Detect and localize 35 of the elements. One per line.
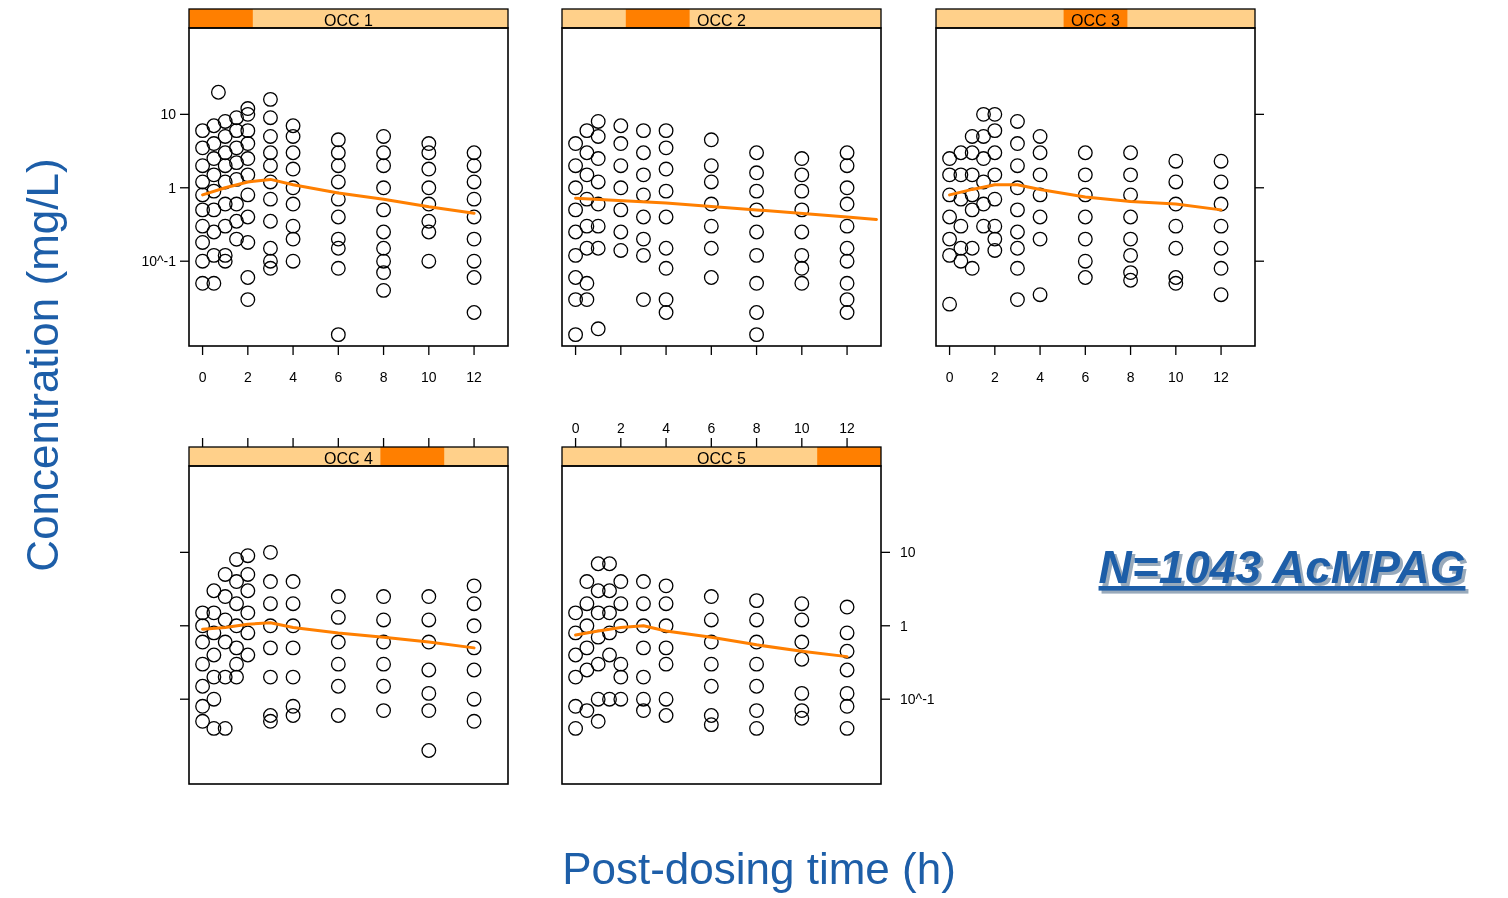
y-tick-label: 10^-1 <box>141 253 177 270</box>
x-tick-label: 8 <box>1126 369 1135 385</box>
x-tick-label: 0 <box>571 420 580 436</box>
x-tick-label: 2 <box>243 369 252 385</box>
x-tick-label: 4 <box>289 369 298 385</box>
x-tick-label: 6 <box>334 369 343 385</box>
x-tick-label: 10 <box>794 420 810 436</box>
y-tick-label: 1 <box>168 179 177 196</box>
x-axis-title: Post-dosing time (h) <box>562 844 956 893</box>
chart-title: OCC 2 <box>697 12 747 29</box>
x-tick-label: 0 <box>945 369 954 385</box>
x-tick-label: 10 <box>1168 369 1184 385</box>
y-tick-label: 1 <box>900 617 908 634</box>
chart-title: OCC 4 <box>324 450 374 467</box>
y-tick-label: 10 <box>160 106 177 123</box>
y-tick-label: 10 <box>900 544 916 561</box>
x-tick-label: 8 <box>379 369 388 385</box>
x-tick-label: 2 <box>990 369 999 385</box>
chart-title: OCC 3 <box>1071 12 1121 29</box>
x-tick-label: 2 <box>616 420 625 436</box>
x-tick-label: 0 <box>198 369 207 385</box>
x-tick-label: 12 <box>466 369 483 385</box>
x-tick-label: 4 <box>662 420 671 436</box>
x-tick-label: 12 <box>1213 369 1230 385</box>
x-tick-label: 6 <box>1081 369 1090 385</box>
y-tick-label: 10^-1 <box>900 691 935 708</box>
x-tick-label: 4 <box>1036 369 1045 385</box>
y-axis-title: Concentration (mg/L) <box>18 158 67 572</box>
chart-title: OCC 5 <box>697 450 747 467</box>
x-tick-label: 12 <box>839 420 856 436</box>
text: N=1043 AcMPAG <box>1098 541 1466 593</box>
chart-title: OCC 1 <box>324 12 374 29</box>
x-tick-label: 10 <box>421 369 437 385</box>
x-tick-label: 6 <box>707 420 716 436</box>
x-tick-label: 8 <box>752 420 761 436</box>
